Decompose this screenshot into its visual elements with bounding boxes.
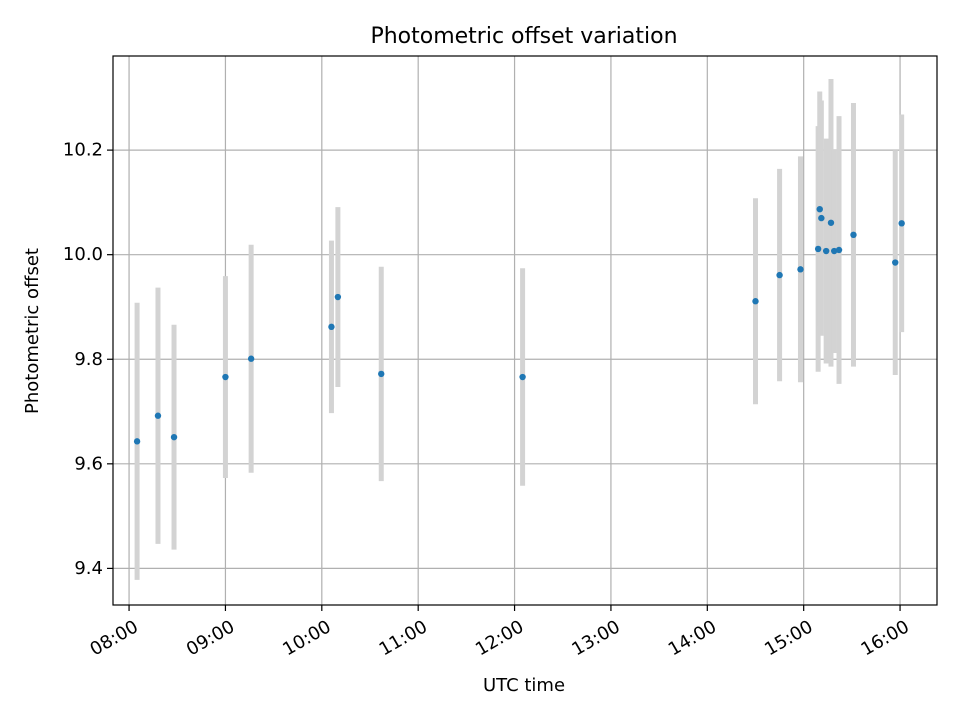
data-point [378,370,385,378]
y-tick-label: 9.4 [74,558,103,579]
x-tick-label: 11:00 [376,616,431,660]
data-point [814,245,822,253]
data-point [797,266,804,273]
data-point [831,247,838,255]
data-point [822,247,830,255]
data-point [776,271,783,279]
data-point [334,293,342,301]
data-point [898,220,905,227]
y-tick-label: 9.6 [74,453,103,474]
data-point [170,433,178,441]
data-point [752,298,759,305]
data-point [247,355,255,362]
data-point [892,259,899,266]
plot-frame [112,55,938,606]
chart-title: Photometric offset variation [370,24,677,49]
data-point [222,373,229,381]
data-point [818,214,825,222]
errorbar-layer [134,79,905,580]
data-point [835,246,843,254]
data-point [133,438,141,445]
data-point [328,323,335,331]
data-point [816,205,823,213]
y-tick-label: 10.2 [63,140,103,161]
data-point [154,412,162,419]
data-point [827,219,835,226]
x-tick-label: 14:00 [665,616,720,660]
x-axis-label: UTC time [483,675,565,696]
x-tick-label: 16:00 [858,616,913,660]
y-tick-label: 10.0 [63,244,103,265]
y-axis-label: Photometric offset [22,248,43,414]
data-point [850,231,857,239]
point-layer [133,205,905,445]
tick-layer: 08:00 09:00 10:00 11:00 12:00 13:00 14:00 15:00… [63,140,913,661]
x-tick-label: 08:00 [87,616,142,660]
x-tick-label: 13:00 [568,616,623,660]
x-tick-label: 09:00 [183,616,238,660]
x-tick-label: 15:00 [761,616,816,660]
x-tick-label: 10:00 [279,616,334,660]
y-tick-label: 9.8 [74,349,103,370]
x-tick-label: 12:00 [472,616,527,660]
data-point [519,373,526,381]
